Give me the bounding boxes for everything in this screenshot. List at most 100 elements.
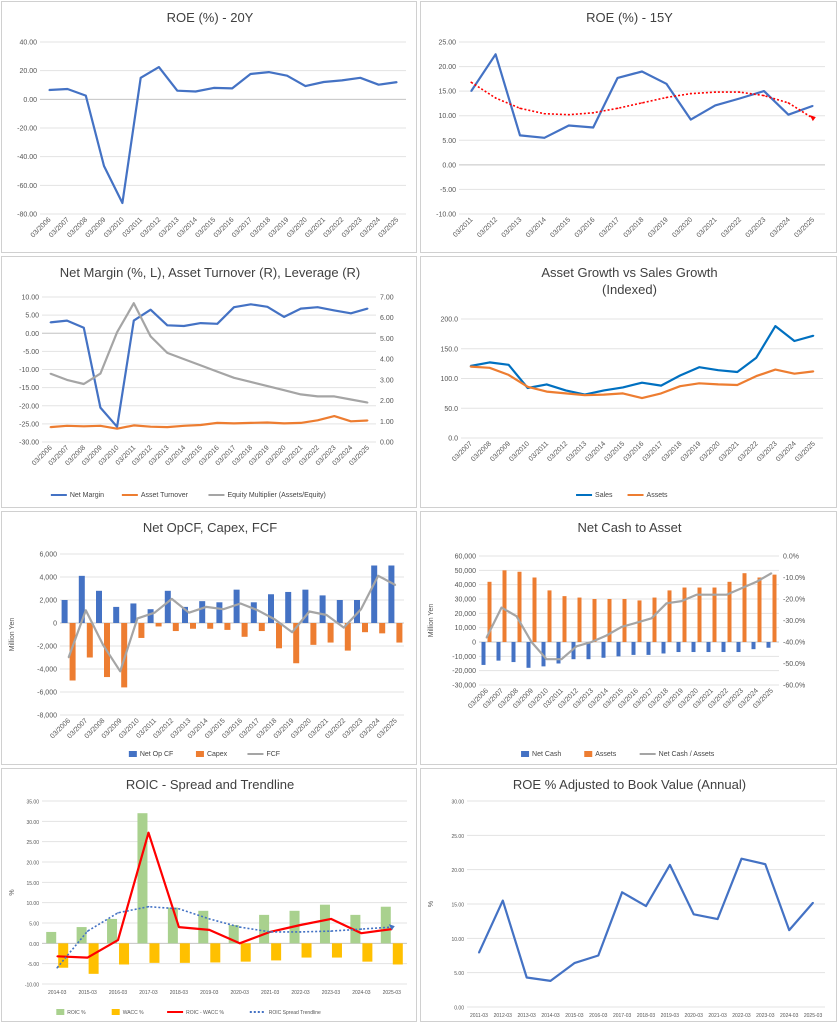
data-point: [183, 358, 185, 360]
series-line-net-margin: [50, 303, 368, 428]
x-tick-label: 2021-03: [708, 1013, 727, 1019]
data-point: [568, 113, 570, 116]
legend-label: Net Op CF: [140, 751, 173, 758]
x-tick-label: 2022-03: [291, 990, 310, 996]
data-point: [238, 926, 241, 928]
data-point: [82, 383, 85, 385]
data-point: [213, 87, 215, 89]
data-point: [665, 82, 668, 85]
data-point: [603, 393, 605, 396]
x-tick-label: 2021-03: [261, 990, 280, 996]
bar-capex: [396, 623, 403, 643]
data-point: [549, 980, 552, 982]
bar-net-op-cf: [233, 589, 240, 623]
x-tick-label: 03/2020: [671, 216, 694, 239]
y2-tick-label: 5.00: [380, 336, 394, 343]
data-point: [714, 104, 716, 107]
x-tick-label: 03/2019: [647, 216, 670, 239]
data-point: [545, 383, 548, 386]
bar-assets: [532, 577, 537, 642]
data-point: [66, 319, 68, 322]
y-tick-label: 0.00: [29, 942, 39, 948]
y-tick-label: 0: [472, 640, 476, 647]
legend-label: Net Margin: [70, 492, 104, 499]
bar-net-cash: [556, 642, 561, 664]
chart-cashflow: Net OpCF, Capex, FCF 6,000 4,000 2,000 0 -2,0…: [1, 511, 417, 765]
x-tick-label: 03/2016: [574, 216, 597, 239]
bar-net-op-cf: [250, 602, 257, 623]
y-tick-label: -60.00: [17, 183, 37, 190]
data-point: [188, 611, 190, 614]
chart-title: ROE % Adjusted to Book Value (Annual): [513, 777, 746, 792]
bar-net-cash: [511, 642, 516, 663]
data-point: [304, 85, 307, 87]
data-point: [515, 615, 518, 617]
data-point: [679, 374, 681, 377]
y2-tick-label: 7.00: [380, 295, 394, 302]
data-point: [300, 307, 302, 310]
bar-capex: [258, 623, 265, 632]
y-tick-label: -20.00: [19, 403, 39, 410]
x-tick-label: 03/2025: [377, 216, 400, 239]
bar-assets: [607, 599, 612, 642]
data-point: [133, 319, 135, 322]
y-tick-label: -10.00: [19, 367, 39, 374]
data-point: [300, 393, 302, 396]
data-point: [660, 384, 662, 387]
data-point: [149, 335, 152, 338]
y2-tick-label: -10.0%: [783, 575, 805, 582]
x-tick-label: 2012-03: [494, 1013, 513, 1019]
data-point: [149, 425, 152, 428]
legend-label: Assets: [595, 751, 617, 758]
data-point: [222, 608, 225, 610]
data-point: [622, 392, 624, 395]
x-tick-label: 2015-03: [78, 990, 97, 996]
data-point: [316, 306, 319, 308]
data-point: [333, 309, 336, 312]
legend-swatch: [56, 1009, 65, 1015]
bar-net-op-cf: [96, 590, 102, 623]
data-point: [149, 308, 152, 311]
x-tick-label: 2019-03: [200, 990, 219, 996]
bar-net-cash: [676, 642, 681, 653]
data-point: [99, 425, 102, 427]
data-point: [158, 66, 160, 68]
x-tick-label: 2011-03: [470, 1013, 488, 1019]
data-point: [139, 77, 142, 79]
data-point: [199, 424, 202, 426]
bar-net-cash: [616, 642, 621, 657]
legend-label: Net Cash / Assets: [659, 751, 715, 758]
y-tick-label: 35.00: [26, 800, 39, 806]
x-tick-label: 03/2012: [476, 216, 499, 239]
data-point: [366, 419, 369, 422]
data-point: [560, 658, 563, 660]
data-point: [679, 385, 681, 388]
data-point: [286, 74, 288, 77]
chart-title: ROE (%) - 15Y: [586, 10, 673, 25]
data-point: [530, 641, 533, 643]
data-point: [793, 372, 796, 375]
data-point: [740, 857, 743, 860]
y-tick-label: 30.00: [451, 800, 464, 806]
y-tick-label: 150.0: [440, 346, 458, 353]
y-tick-label: 30,000: [455, 597, 477, 604]
legend-swatch: [111, 1009, 120, 1015]
data-point: [330, 918, 332, 920]
bar-capex: [241, 623, 248, 637]
data-point: [469, 365, 472, 368]
data-point: [205, 606, 207, 608]
bar-assets: [577, 597, 582, 642]
y-tick-label: 10,000: [455, 625, 477, 632]
data-point: [680, 600, 683, 602]
x-tick-label: 2013-03: [517, 1013, 536, 1019]
bar-net-cash: [496, 642, 501, 661]
data-point: [86, 956, 89, 959]
data-point: [545, 390, 548, 393]
data-point: [330, 930, 332, 932]
data-point: [564, 392, 567, 395]
chart-roic-spread-canvas: ROIC - Spread and Trendline 35.00 30.00 25.…: [9, 777, 407, 1016]
series-line-line-0: [49, 65, 398, 205]
bar-capex: [344, 623, 351, 651]
bar-net-op-cf: [268, 594, 274, 623]
data-point: [774, 368, 777, 371]
